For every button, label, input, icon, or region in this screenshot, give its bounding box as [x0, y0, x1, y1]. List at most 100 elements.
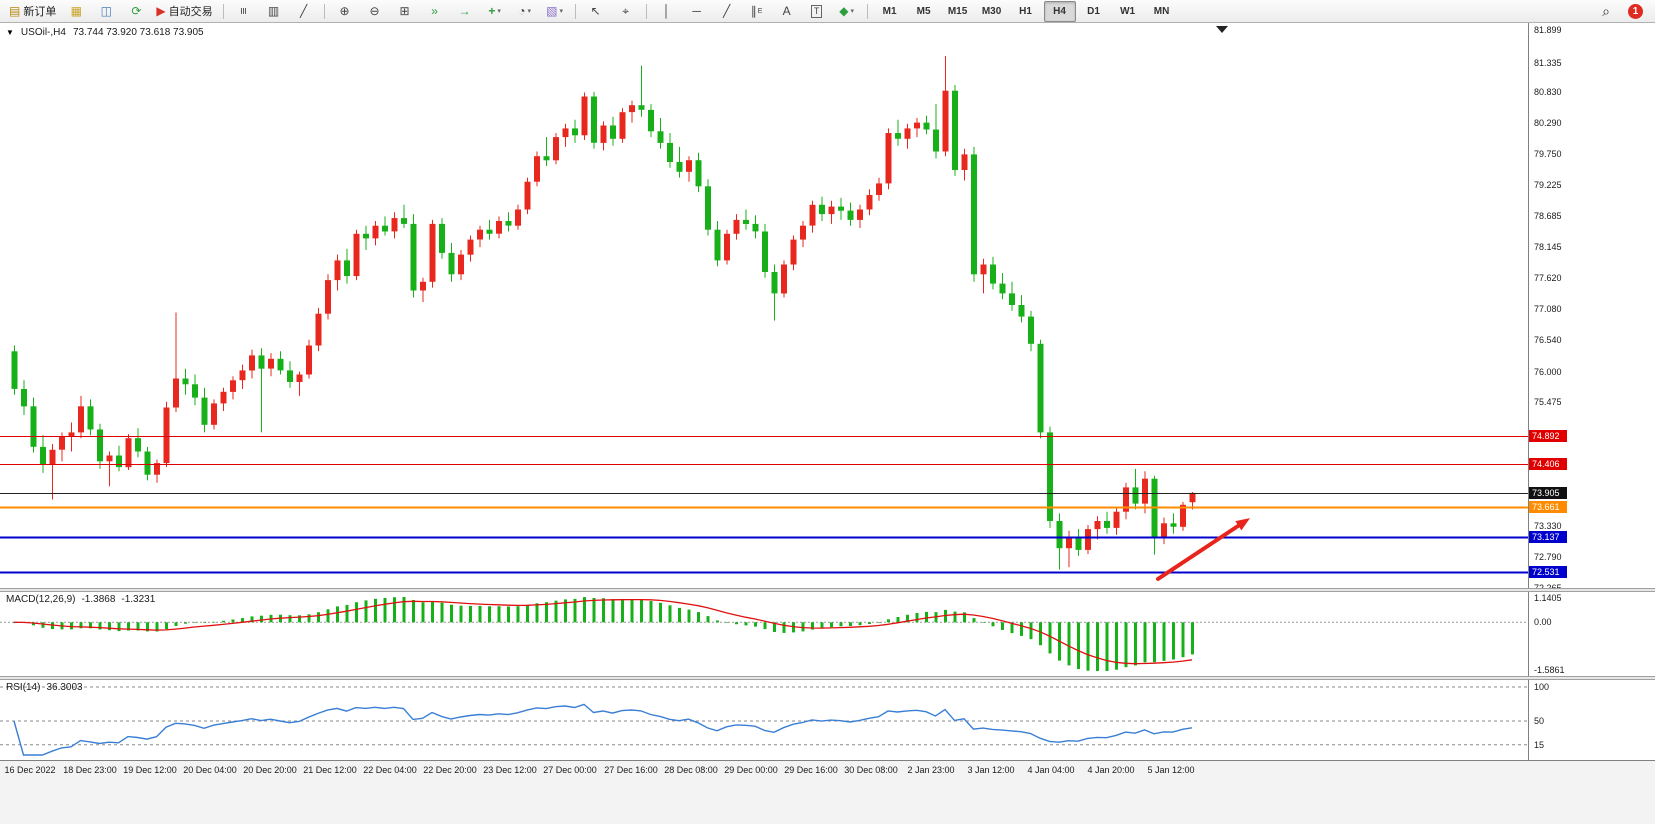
refresh-button[interactable]: ⟳ [122, 1, 150, 22]
time-axis-label: 30 Dec 08:00 [844, 765, 898, 775]
current-bar-marker [1216, 26, 1228, 33]
time-axis[interactable]: 16 Dec 2022 18 Dec 23:00 19 Dec 12:00 20 De… [0, 760, 1655, 824]
main-toolbar: ▤ 新订单 ▦ ◫ ⟳ ▶ 自动交易 ≡ ▥ ╱ ⊕ ⊖ ⊞» → + ▾ ◔ ▾ ▧ ▾ ↖ ⌖ │ ─ ╱ ∥ E A T ◆ ▾ M1 M… [0, 0, 1655, 23]
timeframe-button-M30[interactable]: M30 [981, 5, 1002, 17]
price-chart[interactable] [0, 23, 1528, 588]
time-axis-label: 4 Jan 20:00 [1087, 765, 1135, 775]
text-tool-icon: A [782, 4, 791, 18]
chart-shift-button[interactable]: → [451, 1, 479, 22]
new-order-label: 新订单 [23, 6, 57, 18]
price-marker-72.531: 72.531 [1529, 566, 1567, 578]
profiles-button[interactable]: ◫ [92, 1, 120, 22]
price-marker-74.406: 74.406 [1529, 458, 1567, 470]
price-axis-label: 81.335 [1534, 58, 1562, 68]
macd-panel[interactable] [0, 592, 1528, 676]
macd-scale-min: -1.5861 [1534, 665, 1565, 675]
toolbar-separator [222, 3, 224, 19]
timeframe-button-M15[interactable]: M15 [947, 5, 968, 17]
trendline-tool-button[interactable]: ╱ [713, 1, 741, 22]
price-scale[interactable]: 81.899 81.335 80.830 80.290 79.750 79.225 78.6… [1528, 23, 1655, 760]
crosshair-tool-button[interactable]: ⌖ [612, 1, 640, 22]
price-axis-label: 77.620 [1534, 273, 1562, 283]
shapes-tool-dropdown-icon: ▾ [850, 8, 854, 15]
time-axis-label: 3 Jan 12:00 [967, 765, 1015, 775]
timeframe-button-W1[interactable]: W1 [1120, 5, 1136, 17]
notifications-badge[interactable]: 1 [1628, 3, 1643, 19]
new-chart-button[interactable]: ▦ [62, 1, 90, 22]
channel-tool-icon: ∥ [750, 4, 757, 18]
price-marker-73.137: 73.137 [1529, 531, 1567, 543]
chart-symbol-period: USOil-,H4 [20, 27, 66, 38]
toolbar-right: ⌕ 1 [1591, 1, 1651, 22]
panel-splitter[interactable] [0, 588, 1655, 592]
channel-tool-button[interactable]: ∥ E [743, 1, 771, 22]
channel-tool-sub: E [757, 7, 763, 15]
rsi-line [13, 703, 1193, 756]
price-marker-73.661: 73.661 [1529, 501, 1567, 513]
rsi-scale-label: 15 [1534, 740, 1545, 750]
timeframe-button-MN[interactable]: MN [1153, 5, 1170, 17]
macd-signal-line [13, 598, 1193, 665]
price-axis-label: 77.080 [1534, 304, 1562, 314]
text-tool-button[interactable]: A [773, 1, 801, 22]
hline-tool-button[interactable]: ─ [683, 1, 711, 22]
rsi-name: RSI(14) [6, 682, 41, 693]
algo-trading-button[interactable]: ▶ 自动交易 [152, 1, 216, 22]
toolbar-separator [866, 3, 868, 19]
new-order-button[interactable]: ▤ 新订单 [5, 1, 60, 22]
zoom-out-button[interactable]: ⊖ [361, 1, 389, 22]
price-axis-label: 79.225 [1534, 180, 1562, 190]
timeframe-button-M5[interactable]: M5 [916, 5, 931, 17]
price-axis-label: 79.750 [1534, 149, 1562, 159]
chart-menu-icon[interactable]: ▼ [6, 28, 14, 37]
auto-scroll-button[interactable]: » [421, 1, 449, 22]
time-axis-label: 28 Dec 08:00 [664, 765, 718, 775]
timeframe-button-H4[interactable]: H4 [1043, 0, 1076, 22]
candles-chart-button[interactable]: ▥ [260, 1, 288, 22]
cursor-tool-button[interactable]: ↖ [582, 1, 610, 22]
price-axis-label: 73.330 [1534, 521, 1562, 531]
rsi-panel[interactable] [0, 680, 1528, 760]
templates-button[interactable]: ▧ ▾ [541, 1, 569, 22]
toolbar-separator [574, 3, 576, 19]
price-axis-label: 72.790 [1534, 552, 1562, 562]
shapes-tool-button[interactable]: ◆ ▾ [833, 1, 861, 22]
period-selector-button[interactable]: ◔ ▾ [511, 1, 539, 22]
time-axis-label: 18 Dec 23:00 [63, 765, 117, 775]
line-chart-button[interactable]: ╱ [290, 1, 318, 22]
trend-arrow[interactable] [1156, 520, 1246, 581]
rsi-indicator-label: RSI(14) 36.3003 [6, 682, 83, 693]
search-icon: ⌕ [1602, 3, 1610, 19]
tile-windows-button[interactable]: ⊞ [391, 1, 419, 22]
add-indicator-button[interactable]: + ▾ [481, 1, 509, 22]
price-axis-label: 78.145 [1534, 242, 1562, 252]
time-axis-label: 4 Jan 04:00 [1027, 765, 1075, 775]
time-axis-label: 2 Jan 23:00 [907, 765, 955, 775]
timeframe-button-H1[interactable]: H1 [1019, 5, 1032, 17]
bars-chart-icon: ≡ [236, 7, 251, 15]
time-axis-label: 21 Dec 12:00 [303, 765, 357, 775]
templates-dropdown-icon: ▾ [559, 8, 563, 15]
label-tool-button[interactable]: T [803, 1, 831, 22]
zoom-in-button[interactable]: ⊕ [331, 1, 359, 22]
timeframe-button-D1[interactable]: D1 [1087, 5, 1100, 17]
price-axis-label: 80.830 [1534, 87, 1562, 97]
toolbar-separator [645, 3, 647, 19]
vline-tool-button[interactable]: │ [653, 1, 681, 22]
timeframe-button-M1[interactable]: M1 [882, 5, 897, 17]
trend-arrow-head [1235, 518, 1250, 531]
time-axis-label: 22 Dec 04:00 [363, 765, 417, 775]
macd-indicator-label: MACD(12,26,9) -1.3868 -1.3231 [6, 594, 155, 605]
panel-splitter[interactable] [0, 676, 1655, 680]
time-axis-label: 19 Dec 12:00 [123, 765, 177, 775]
price-axis-label: 80.290 [1534, 118, 1562, 128]
search-button[interactable]: ⌕ [1592, 1, 1620, 22]
bars-chart-button[interactable]: ≡ [230, 1, 258, 22]
macd-signal-value: -1.3231 [121, 594, 156, 605]
time-axis-label: 20 Dec 04:00 [183, 765, 237, 775]
macd-main-value: -1.3868 [81, 594, 116, 605]
rsi-scale-label: 50 [1534, 716, 1545, 726]
hline-tool-icon: ─ [692, 4, 701, 18]
crosshair-tool-icon: ⌖ [622, 4, 629, 18]
